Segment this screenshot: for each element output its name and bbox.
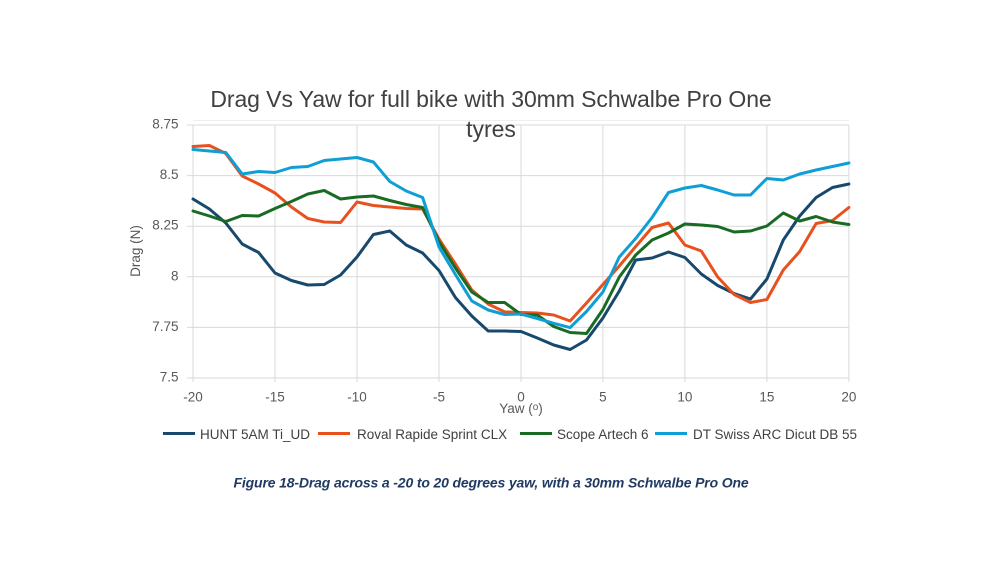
svg-text:20: 20 <box>841 390 856 405</box>
svg-text:15: 15 <box>759 390 774 405</box>
svg-text:-20: -20 <box>183 390 203 405</box>
svg-text:0: 0 <box>517 390 525 405</box>
svg-text:-10: -10 <box>347 390 367 405</box>
svg-text:10: 10 <box>677 390 692 405</box>
svg-text:7.5: 7.5 <box>160 370 179 385</box>
svg-text:8.75: 8.75 <box>152 117 178 132</box>
svg-text:8.5: 8.5 <box>160 167 179 182</box>
svg-text:Roval Rapide Sprint CLX: Roval Rapide Sprint CLX <box>357 427 507 442</box>
svg-text:Drag (N): Drag (N) <box>128 225 143 277</box>
svg-text:HUNT 5AM Ti_UD: HUNT 5AM Ti_UD <box>200 427 310 442</box>
svg-text:7.75: 7.75 <box>152 319 178 334</box>
svg-text:8: 8 <box>171 268 179 283</box>
svg-text:-5: -5 <box>433 390 445 405</box>
svg-text:Yaw (o): Yaw (o) <box>499 401 543 416</box>
svg-text:Scope Artech 6: Scope Artech 6 <box>557 427 649 442</box>
svg-text:-15: -15 <box>265 390 285 405</box>
svg-text:tyres: tyres <box>466 116 516 142</box>
svg-text:8.25: 8.25 <box>152 218 178 233</box>
svg-text:DT Swiss ARC Dicut DB 55: DT Swiss ARC Dicut DB 55 <box>693 427 857 442</box>
svg-text:Drag Vs Yaw for full bike with: Drag Vs Yaw for full bike with 30mm Schw… <box>210 86 771 112</box>
svg-text:Figure 18-Drag across a -20 to: Figure 18-Drag across a -20 to 20 degree… <box>234 475 749 491</box>
svg-text:5: 5 <box>599 390 607 405</box>
